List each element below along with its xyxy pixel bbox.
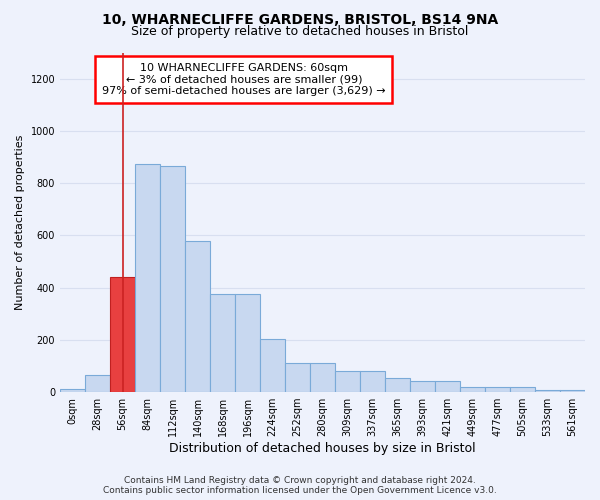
Bar xyxy=(410,381,435,392)
Text: Contains HM Land Registry data © Crown copyright and database right 2024.
Contai: Contains HM Land Registry data © Crown c… xyxy=(103,476,497,495)
Bar xyxy=(85,375,110,392)
Text: 10 WHARNECLIFFE GARDENS: 60sqm
← 3% of detached houses are smaller (99)
97% of s: 10 WHARNECLIFFE GARDENS: 60sqm ← 3% of d… xyxy=(102,62,386,96)
X-axis label: Distribution of detached houses by size in Bristol: Distribution of detached houses by size … xyxy=(169,442,476,455)
Bar xyxy=(335,370,360,392)
Bar xyxy=(135,164,160,392)
Bar xyxy=(460,387,485,392)
Bar xyxy=(110,277,135,392)
Bar xyxy=(260,338,285,392)
Text: 10, WHARNECLIFFE GARDENS, BRISTOL, BS14 9NA: 10, WHARNECLIFFE GARDENS, BRISTOL, BS14 … xyxy=(102,12,498,26)
Bar xyxy=(60,390,85,392)
Bar xyxy=(435,381,460,392)
Bar xyxy=(535,390,560,392)
Bar xyxy=(360,370,385,392)
Bar xyxy=(285,364,310,392)
Bar xyxy=(235,294,260,392)
Bar xyxy=(510,388,535,392)
Bar xyxy=(310,364,335,392)
Bar xyxy=(210,294,235,392)
Text: Size of property relative to detached houses in Bristol: Size of property relative to detached ho… xyxy=(131,25,469,38)
Bar xyxy=(185,240,210,392)
Bar xyxy=(560,390,585,392)
Bar xyxy=(485,388,510,392)
Bar xyxy=(385,378,410,392)
Bar xyxy=(160,166,185,392)
Y-axis label: Number of detached properties: Number of detached properties xyxy=(15,134,25,310)
